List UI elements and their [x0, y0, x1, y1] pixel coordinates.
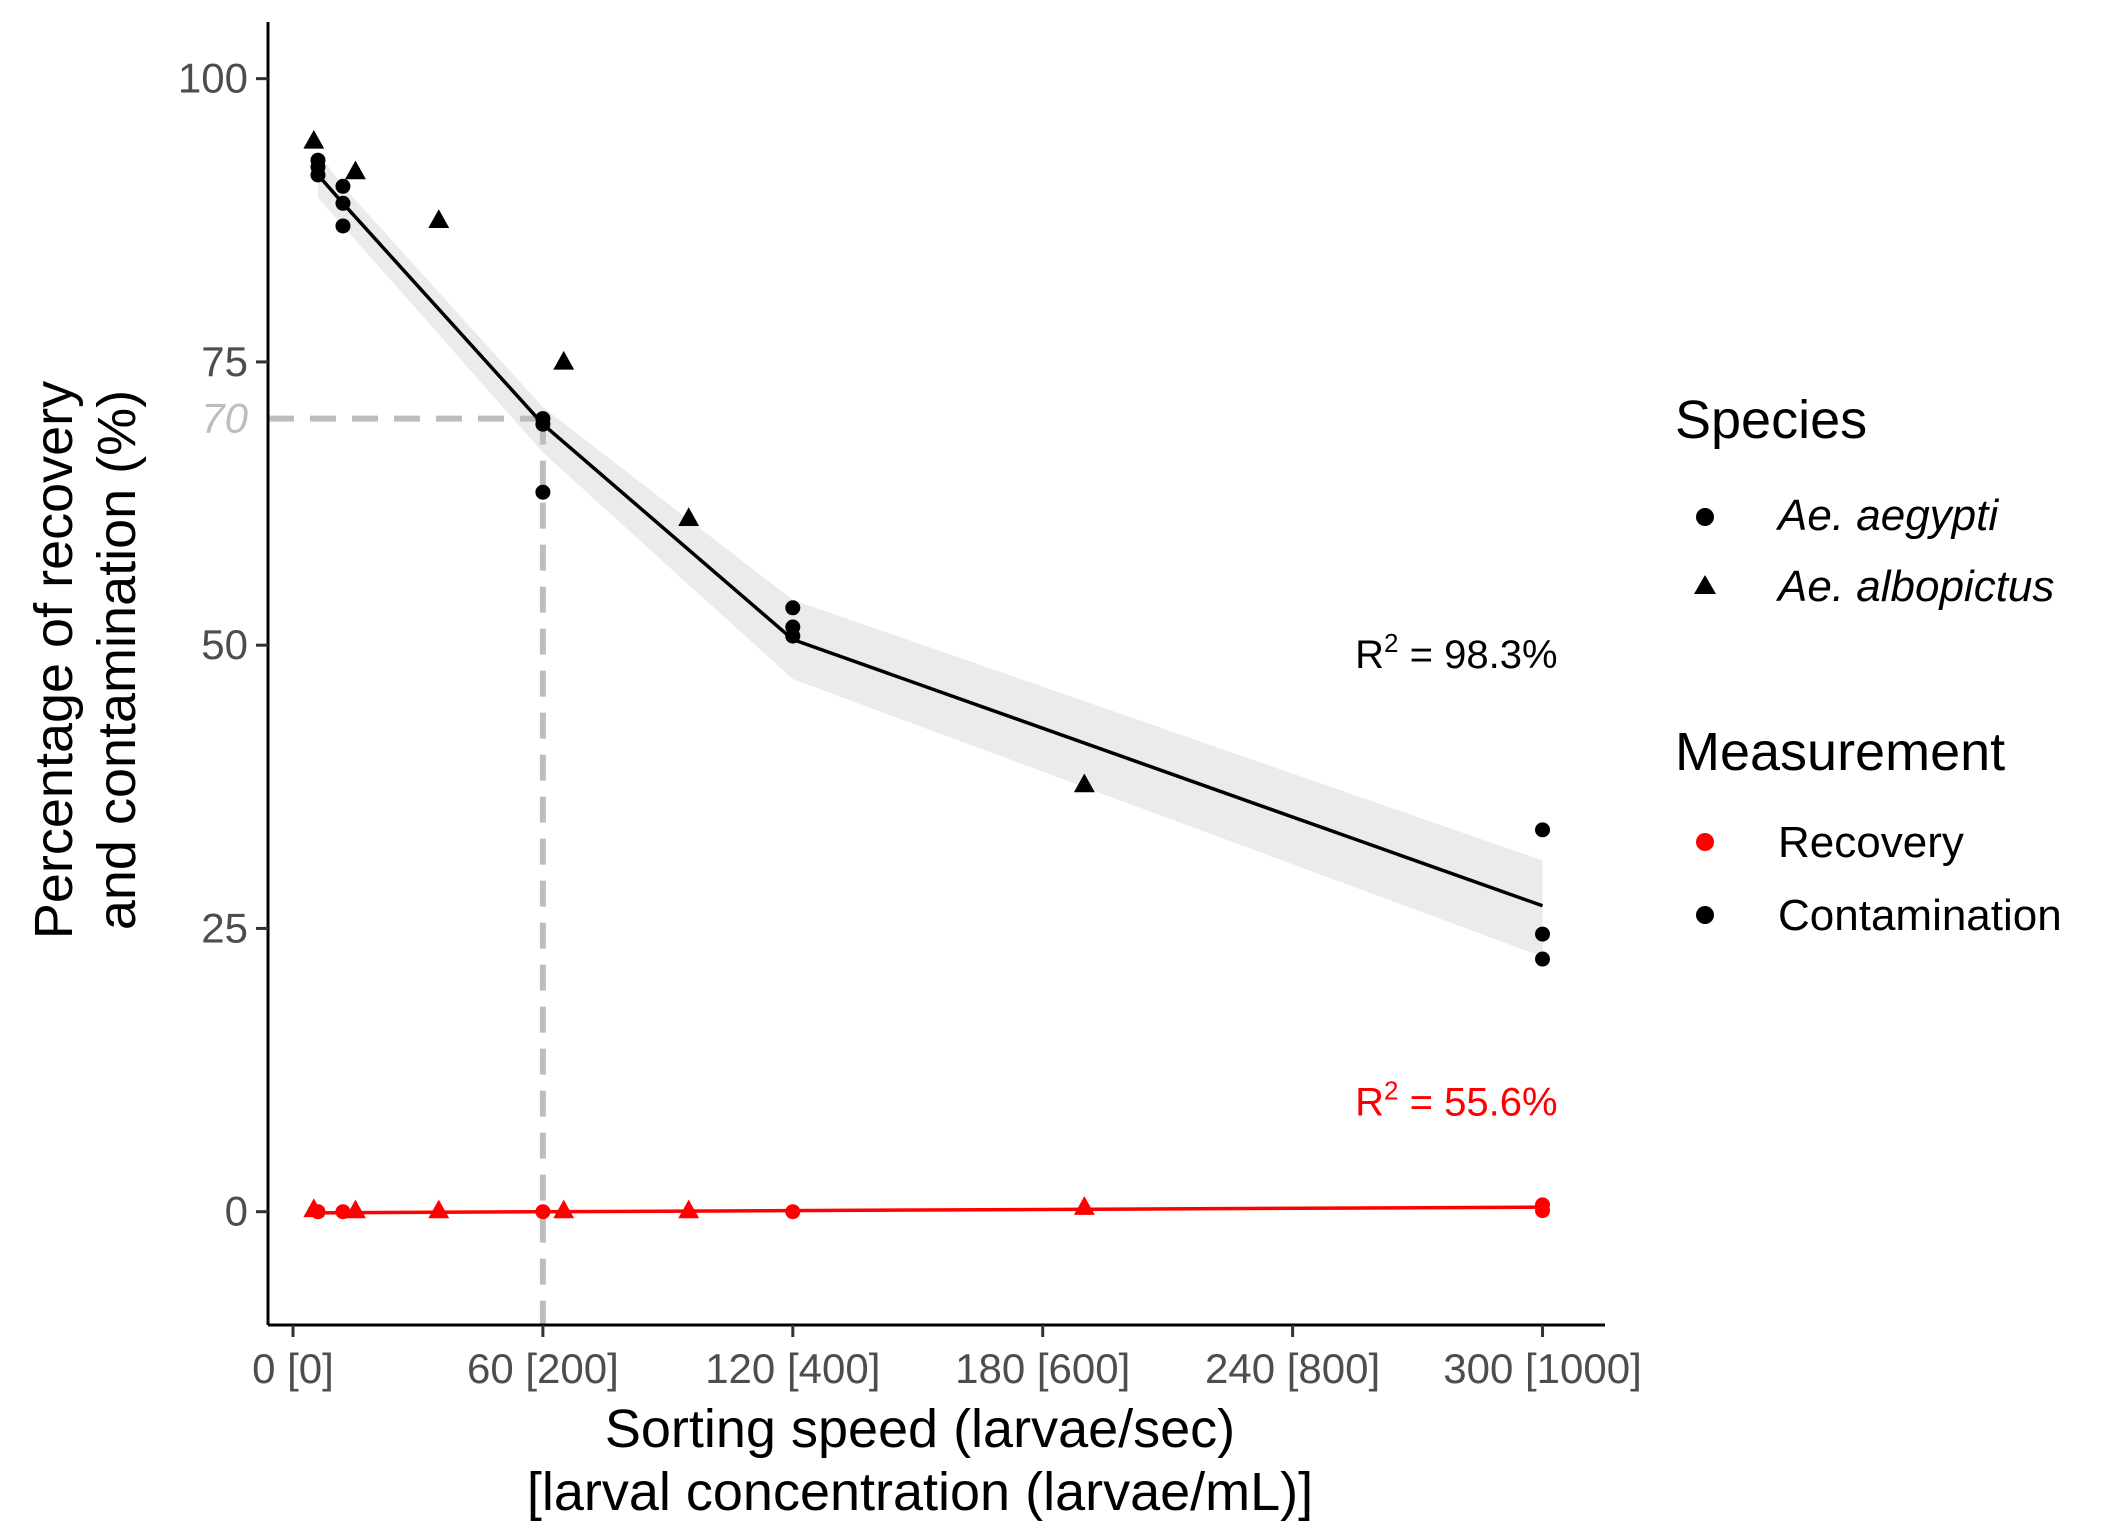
x-tick-label: 240 [800]	[1205, 1345, 1380, 1392]
legend-key-circle	[1696, 508, 1714, 526]
point-contamination-albopictus	[1073, 773, 1095, 793]
point-recovery-albopictus	[345, 1199, 366, 1219]
point-contamination-aegypti	[1535, 926, 1551, 942]
point-contamination-aegypti	[1535, 822, 1551, 838]
x-tick-label: 120 [400]	[705, 1345, 880, 1392]
legend-key-recovery	[1696, 833, 1714, 851]
x-tick-label: 60 [200]	[467, 1345, 619, 1392]
reference-lines	[268, 415, 546, 1325]
point-recovery-albopictus	[303, 1198, 325, 1218]
point-recovery-aegypti	[1535, 1203, 1551, 1219]
legend-key-contamination	[1696, 906, 1714, 924]
axes: 0 25 50 75 100 70 0 [0] 60 [200] 120 [400] 180 [6…	[178, 22, 1642, 1392]
y-tick-label: 25	[201, 904, 248, 951]
legend-label-contamination: Contamination	[1778, 891, 2062, 940]
point-recovery-aegypti	[535, 1204, 551, 1220]
point-contamination-albopictus	[345, 160, 366, 180]
x-tick-label: 0 [0]	[252, 1345, 334, 1392]
y-tick-label: 75	[201, 338, 248, 385]
x-axis-title-line2: [larval concentration (larvae/mL)]	[527, 1462, 1313, 1522]
y-axis-title-line1: Percentage of recovery	[24, 381, 84, 939]
point-contamination-aegypti	[1535, 951, 1551, 967]
fit-line-contamination	[316, 173, 1544, 908]
fit-line-recovery	[313, 1205, 1543, 1215]
x-tick-label: 180 [600]	[955, 1345, 1130, 1392]
data-points	[303, 129, 1551, 1220]
y-axis-title-line2: and contamination (%)	[87, 390, 147, 930]
point-recovery-aegypti	[785, 1204, 801, 1220]
point-contamination-aegypti	[785, 628, 801, 644]
point-contamination-albopictus	[553, 350, 575, 370]
point-contamination-albopictus	[303, 129, 325, 149]
point-recovery-albopictus	[553, 1199, 575, 1219]
annotations: R2 = 98.3% R2 = 55.6%	[1355, 628, 1557, 1125]
point-recovery-albopictus	[428, 1199, 450, 1219]
point-recovery-albopictus	[1073, 1196, 1095, 1215]
legend-label-aegypti: Ae. aegypti	[1775, 491, 1999, 540]
legend: Species Ae. aegypti Ae. albopictus Measu…	[1675, 390, 2062, 940]
point-contamination-albopictus	[428, 209, 450, 228]
point-contamination-aegypti	[785, 600, 801, 616]
reference-y-label: 70	[201, 395, 248, 442]
legend-label-recovery: Recovery	[1778, 818, 1964, 867]
point-contamination-aegypti	[335, 195, 351, 211]
point-contamination-albopictus	[678, 507, 700, 526]
point-contamination-aegypti	[535, 416, 551, 432]
y-tick-label: 0	[225, 1188, 248, 1235]
point-contamination-aegypti	[335, 178, 351, 194]
confidence-bands	[317, 152, 1543, 957]
x-tick-label: 300 [1000]	[1443, 1345, 1642, 1392]
y-tick-label: 100	[178, 55, 248, 102]
point-recovery-albopictus	[678, 1199, 700, 1219]
legend-label-albopictus: Ae. albopictus	[1775, 562, 2054, 611]
band-contamination	[317, 152, 1543, 957]
r2-label-contamination: R2 = 98.3%	[1355, 628, 1557, 677]
x-axis-title-line1: Sorting speed (larvae/sec)	[605, 1399, 1235, 1459]
r2-label-recovery: R2 = 55.6%	[1355, 1075, 1557, 1124]
legend-key-triangle	[1694, 575, 1716, 594]
legend-title-measurement: Measurement	[1675, 722, 2005, 782]
point-contamination-aegypti	[535, 484, 551, 500]
point-contamination-aegypti	[335, 218, 351, 234]
point-contamination-aegypti	[310, 167, 326, 183]
y-tick-label: 50	[201, 621, 248, 668]
legend-title-species: Species	[1675, 390, 1867, 450]
